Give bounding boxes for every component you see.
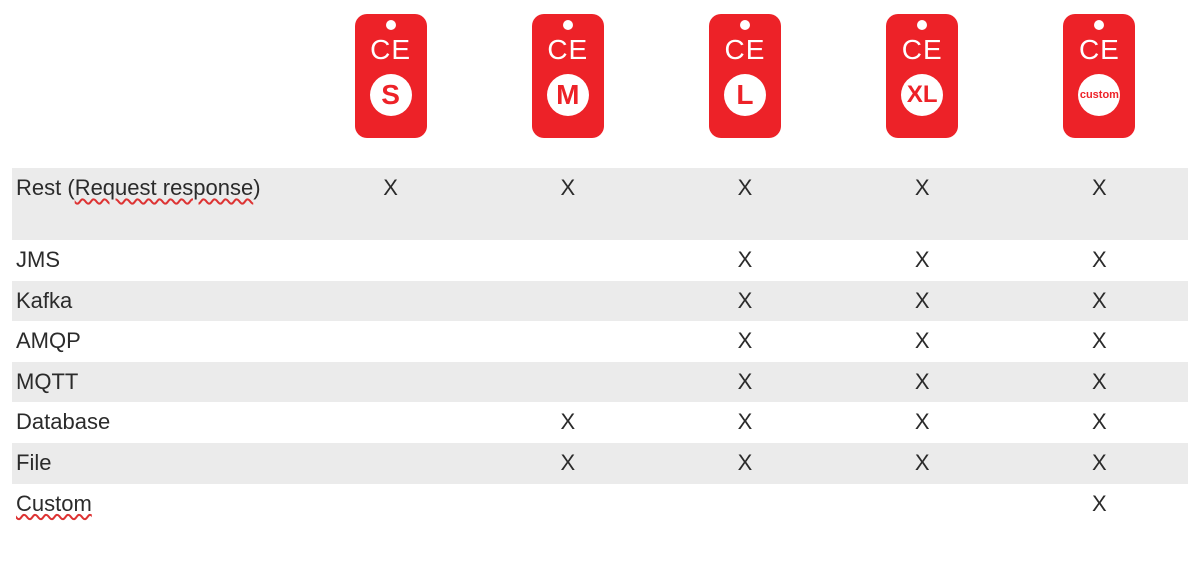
table-cell: X <box>1011 484 1188 525</box>
table-cell: X <box>479 402 656 443</box>
tier-tag-badge: custom <box>1078 74 1120 116</box>
table-cell: X <box>656 168 833 240</box>
row-label: JMS <box>12 240 302 281</box>
table-cell: X <box>1011 321 1188 362</box>
table-cell: X <box>834 240 1011 281</box>
table-cell: X <box>834 321 1011 362</box>
tier-tag-label: CE <box>370 36 411 64</box>
tier-header: CE L <box>656 10 833 168</box>
table-cell: X <box>1011 443 1188 484</box>
table-cell <box>302 281 479 322</box>
tier-tag: CE L <box>709 14 781 138</box>
table-cell <box>479 240 656 281</box>
tier-tag-label: CE <box>725 36 766 64</box>
table-cell: X <box>1011 168 1188 240</box>
table-cell <box>479 362 656 403</box>
table-cell: X <box>302 168 479 240</box>
tier-tag-label: CE <box>1079 36 1120 64</box>
table-cell <box>834 484 1011 525</box>
table-cell: X <box>1011 402 1188 443</box>
table-cell <box>479 281 656 322</box>
row-label: Rest (Request response) <box>12 168 302 240</box>
tier-tag-label: CE <box>547 36 588 64</box>
tier-tag: CE custom <box>1063 14 1135 138</box>
tier-tag: CE M <box>532 14 604 138</box>
spellcheck-underline: Request response <box>75 174 254 203</box>
table-cell: X <box>1011 362 1188 403</box>
tier-tag-badge: L <box>724 74 766 116</box>
table-cell: X <box>834 168 1011 240</box>
row-label: Database <box>12 402 302 443</box>
table-cell <box>302 402 479 443</box>
spellcheck-underline: Custom <box>16 490 92 519</box>
tier-header: CE S <box>302 10 479 168</box>
table-cell <box>302 484 479 525</box>
row-label: MQTT <box>12 362 302 403</box>
table-cell <box>479 321 656 362</box>
table-cell: X <box>656 321 833 362</box>
table-cell <box>479 484 656 525</box>
tier-header: CE M <box>479 10 656 168</box>
table-cell: X <box>479 443 656 484</box>
table-cell <box>302 362 479 403</box>
table-cell: X <box>656 281 833 322</box>
tier-tag: CE S <box>355 14 427 138</box>
tier-header: CE XL <box>834 10 1011 168</box>
comparison-table: CE S CE M CE L CE XL CE custom Rest (Req… <box>12 10 1188 524</box>
table-cell: X <box>1011 240 1188 281</box>
table-cell: X <box>834 443 1011 484</box>
tier-tag-badge: S <box>370 74 412 116</box>
table-cell <box>302 443 479 484</box>
table-cell: X <box>656 240 833 281</box>
table-cell: X <box>1011 281 1188 322</box>
table-cell: X <box>834 281 1011 322</box>
header-blank <box>12 10 302 168</box>
tier-tag-badge: XL <box>901 74 943 116</box>
tier-tag: CE XL <box>886 14 958 138</box>
row-label: Kafka <box>12 281 302 322</box>
table-cell: X <box>656 362 833 403</box>
tier-header: CE custom <box>1011 10 1188 168</box>
row-label: AMQP <box>12 321 302 362</box>
table-cell <box>302 240 479 281</box>
row-label: File <box>12 443 302 484</box>
table-cell: X <box>834 362 1011 403</box>
table-cell <box>656 484 833 525</box>
table-cell: X <box>834 402 1011 443</box>
tier-tag-badge: M <box>547 74 589 116</box>
row-label: Custom <box>12 484 302 525</box>
table-cell: X <box>479 168 656 240</box>
table-cell: X <box>656 443 833 484</box>
tier-tag-label: CE <box>902 36 943 64</box>
table-cell <box>302 321 479 362</box>
table-cell: X <box>656 402 833 443</box>
